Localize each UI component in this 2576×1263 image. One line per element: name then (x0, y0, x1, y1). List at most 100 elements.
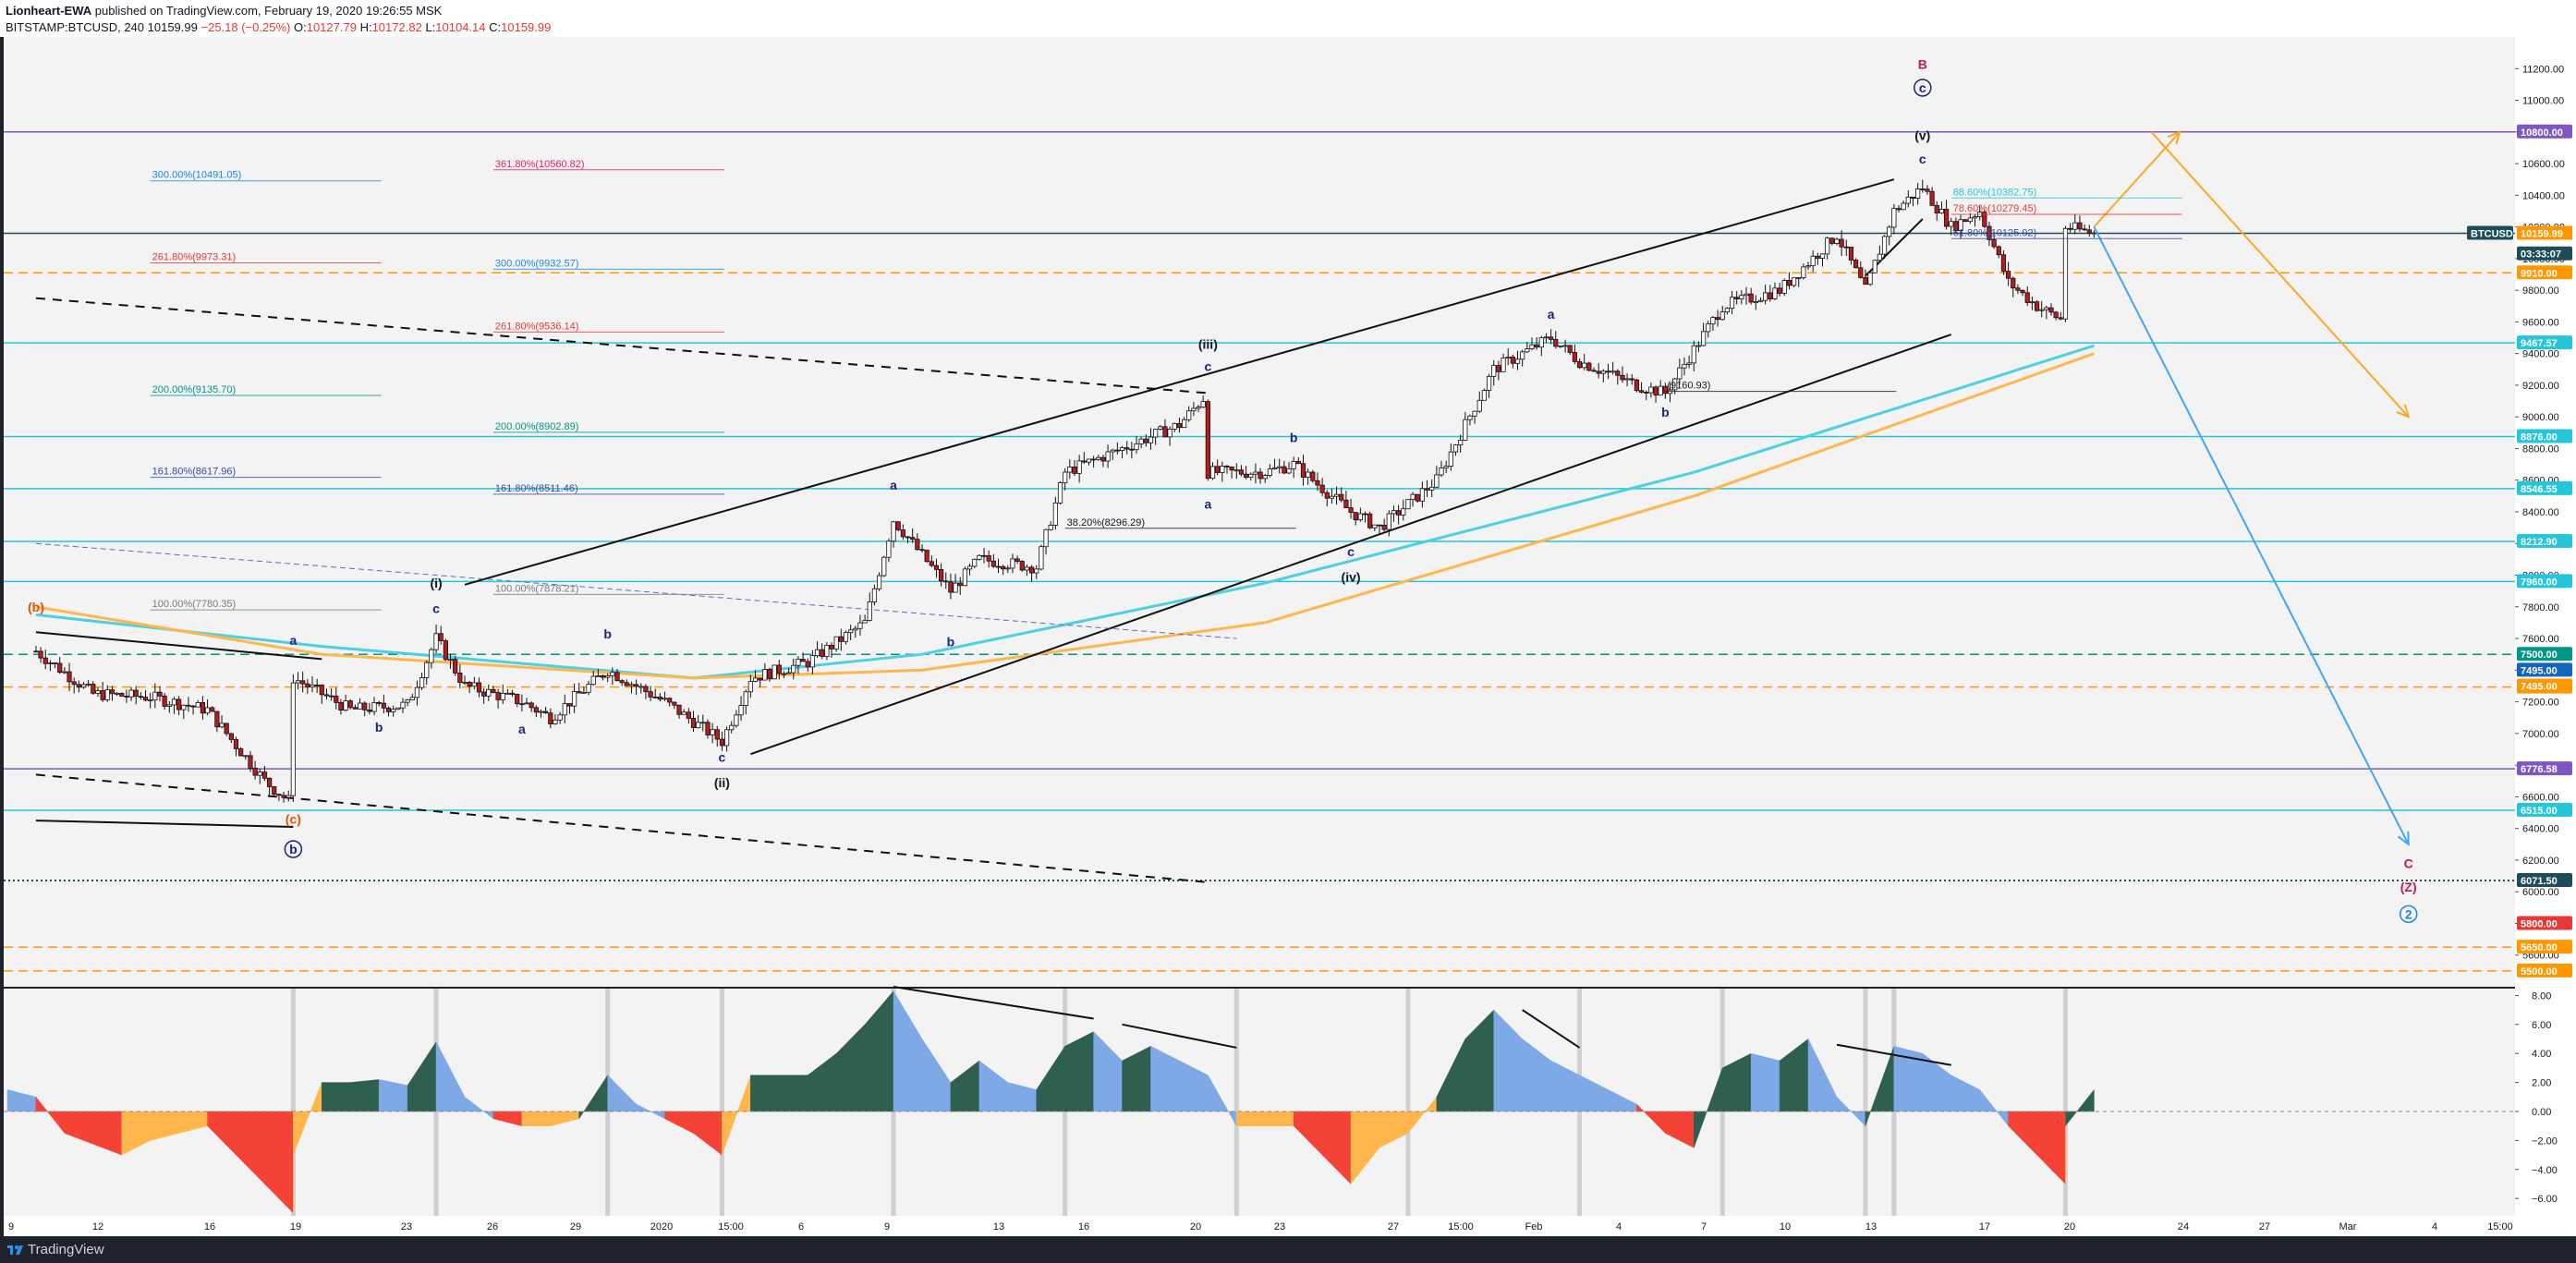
candle-body (1891, 208, 1897, 228)
candle (1501, 353, 1506, 372)
candle (605, 673, 611, 683)
fib-label: 88.60%(10382.75) (1953, 187, 2037, 198)
candle (1596, 363, 1601, 379)
candle (1300, 455, 1306, 486)
candle (714, 725, 720, 747)
wave-label: b (289, 842, 298, 856)
level-tag (2517, 534, 2572, 549)
candle (57, 657, 63, 674)
candle-body (1615, 370, 1621, 376)
candle-body (853, 627, 858, 631)
candle (1367, 511, 1373, 529)
candle (1691, 340, 1696, 371)
wave-label: a (890, 478, 897, 492)
candle (1991, 234, 1997, 249)
candle-body (1801, 266, 1806, 278)
candle (1829, 237, 1835, 246)
candle (233, 736, 239, 757)
candle (624, 679, 629, 687)
candle-body (47, 662, 54, 664)
candle-body (1763, 292, 1768, 301)
time-tick-label: 13 (1865, 1221, 1877, 1233)
wave-label: b (603, 626, 612, 641)
candle-body (886, 540, 892, 558)
candle (1772, 282, 1778, 300)
candle (990, 553, 996, 568)
candle-body (1901, 202, 1906, 211)
candle-body (895, 521, 901, 530)
candle (838, 628, 844, 651)
candle (1238, 465, 1245, 477)
author-name[interactable]: Lionheart-EWA (6, 4, 92, 18)
candle-body (1610, 370, 1616, 373)
candle-body (581, 691, 587, 694)
candle-body (838, 636, 844, 642)
candle-body (385, 707, 392, 712)
candle-body (924, 550, 930, 563)
candle-body (1644, 392, 1649, 394)
candle-body (1086, 458, 1092, 463)
candle (953, 574, 958, 593)
candle-body (1825, 237, 1830, 255)
candle-body (1176, 422, 1183, 429)
footer-bar: TradingView (0, 1236, 2576, 1263)
wave-label: b (947, 635, 955, 650)
candle-body (1929, 190, 1935, 206)
wave-label: a (518, 722, 526, 736)
candle (652, 688, 658, 698)
time-tick-label: 23 (401, 1221, 412, 1233)
candle (1553, 331, 1559, 349)
candle (891, 520, 896, 548)
candle-body (438, 633, 444, 641)
candle (2039, 300, 2045, 318)
candle (962, 566, 967, 587)
candle-body (1467, 415, 1473, 420)
candle-body (915, 539, 920, 551)
time-tick-label: 24 (2178, 1221, 2189, 1233)
chart-area[interactable]: 361.80%(10560.82)300.00%(10491.05)261.80… (0, 37, 2576, 1236)
candle-body (1653, 386, 1659, 396)
candle-body (871, 588, 878, 602)
candle-body (1258, 471, 1263, 480)
candle (758, 677, 763, 687)
candle-body (672, 701, 677, 706)
candle-body (1744, 293, 1749, 297)
candle-body (939, 569, 944, 582)
candle (1258, 468, 1263, 484)
candle-body (566, 703, 573, 707)
candle (762, 662, 768, 681)
price-tick-label: 7000.00 (2522, 729, 2559, 740)
candle (391, 705, 396, 717)
candle (186, 697, 191, 712)
candle (1753, 295, 1758, 310)
candle (2048, 303, 2054, 316)
candle-body (371, 702, 377, 712)
candle (1015, 555, 1020, 565)
candle (1677, 358, 1683, 385)
tradingview-brand[interactable]: TradingView (28, 1242, 104, 1257)
osc-tick-label: 2.00 (2532, 1078, 2551, 1089)
time-tick-label: 9 (8, 1221, 14, 1233)
time-tick-label: 2020 (650, 1221, 673, 1233)
candle (1343, 491, 1349, 508)
candle (581, 686, 587, 694)
candle (1396, 504, 1402, 525)
candle (1781, 278, 1787, 297)
candle-body (433, 633, 439, 650)
candle (1067, 459, 1073, 480)
candle-body (133, 689, 139, 698)
candle (1796, 277, 1802, 287)
candle-body (800, 659, 806, 662)
symbol-label[interactable]: BITSTAMP:BTCUSD, 240 (6, 20, 145, 34)
candle-body (1472, 410, 1477, 417)
time-tick-label: 12 (92, 1221, 103, 1233)
candle (2072, 213, 2078, 235)
candle (1825, 237, 1830, 260)
oscillator-segment (1750, 1052, 1780, 1112)
osc-tick-label: 8.00 (2532, 990, 2551, 1002)
candle (1348, 499, 1354, 519)
wave-label: c (1919, 152, 1926, 166)
candle-body (876, 575, 882, 589)
candle (595, 669, 601, 677)
candle-body (2000, 254, 2007, 272)
